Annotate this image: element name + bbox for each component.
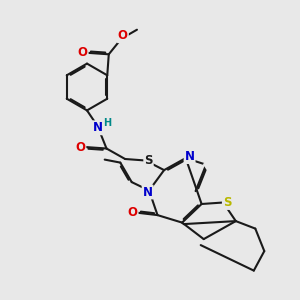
- Text: S: S: [219, 180, 228, 193]
- Text: O: O: [128, 206, 138, 219]
- Text: N: N: [142, 185, 153, 199]
- Text: N: N: [184, 150, 195, 163]
- Text: O: O: [75, 140, 85, 154]
- Text: H: H: [103, 118, 111, 128]
- Text: O: O: [78, 46, 88, 59]
- Text: N: N: [92, 121, 103, 134]
- Text: O: O: [118, 29, 128, 42]
- Text: S: S: [144, 154, 153, 167]
- Text: S: S: [223, 196, 231, 209]
